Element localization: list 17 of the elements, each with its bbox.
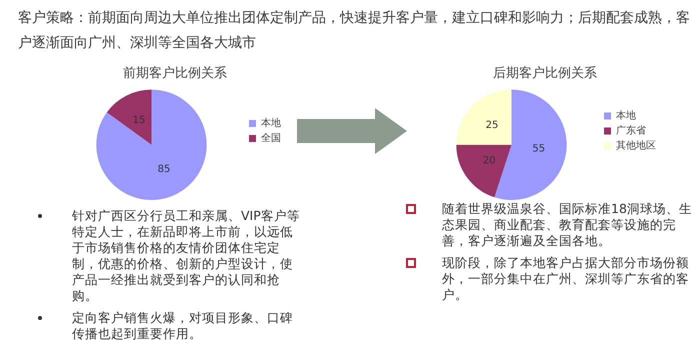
- chart-title: 后期客户比例关系: [493, 65, 597, 82]
- data-label: 85: [158, 164, 170, 175]
- legend-label: 全国: [261, 132, 281, 144]
- legend-label: 其他地区: [616, 140, 656, 152]
- data-label: 55: [532, 144, 546, 155]
- text: 现阶段，除了本地客户占据大部分市场份额外，一部分集中在广州、深圳等广东省的客户。: [442, 255, 689, 302]
- data-label: 25: [486, 120, 498, 131]
- legend-label: 本地: [261, 117, 281, 130]
- legend-label: 广东省: [616, 124, 646, 137]
- legend-label: 本地: [616, 110, 636, 122]
- text: 针对广西区分行员工和亲属、VIP客户等特定人士，在新品即将上市前，以远低于市场销售价格的友情价团体住宅定制，优惠的价格、创新的户型设计，使产品一经推出就受到客户的认同和抢购。: [72, 208, 300, 303]
- chart-title: 前期客户比例关系: [123, 65, 227, 82]
- text: 随着世界级温泉谷、国际标准18洞球场、生态果园、商业配套、教育配套等设施的完善，客户逐渐遍及全国各地。: [442, 201, 692, 248]
- text: 客户策略：前期面向周边大单位推出团体定制产品，快速提升客户量，建立口碑和影响力；后期配套成熟，客户逐渐面向广州、深圳等全国各大城市: [18, 9, 691, 53]
- text: 定向客户销售火爆，对项目形象、口碑传播也起到重要作用。: [72, 310, 293, 341]
- data-label: 15: [132, 114, 146, 126]
- data-label: 20: [482, 156, 496, 167]
